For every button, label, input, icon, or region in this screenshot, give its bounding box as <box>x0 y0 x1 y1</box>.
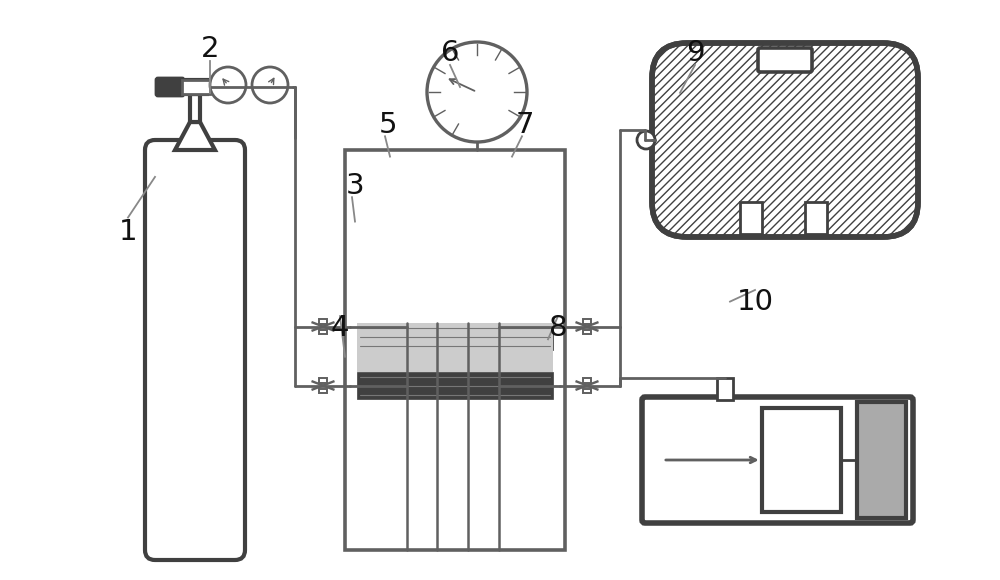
Bar <box>583 318 591 324</box>
Bar <box>319 318 327 324</box>
Bar <box>357 350 553 372</box>
Bar <box>357 372 553 399</box>
Bar <box>345 150 565 550</box>
Circle shape <box>210 67 246 103</box>
Bar <box>583 329 591 335</box>
Text: 7: 7 <box>516 111 534 139</box>
Bar <box>319 329 327 335</box>
Text: 4: 4 <box>331 314 349 342</box>
FancyBboxPatch shape <box>156 78 184 96</box>
Bar <box>716 378 732 400</box>
Text: 10: 10 <box>736 288 774 316</box>
Bar <box>583 378 591 382</box>
Bar <box>357 323 553 350</box>
Text: 5: 5 <box>379 111 397 139</box>
Bar <box>805 202 827 234</box>
Bar <box>357 323 553 350</box>
Circle shape <box>252 67 288 103</box>
Circle shape <box>427 42 527 142</box>
Text: 2: 2 <box>201 35 219 63</box>
FancyBboxPatch shape <box>642 397 913 523</box>
Bar <box>583 389 591 393</box>
Text: 3: 3 <box>346 172 364 200</box>
Bar <box>183 80 207 94</box>
Bar <box>182 80 210 94</box>
Text: 1: 1 <box>119 218 137 246</box>
Text: 6: 6 <box>441 39 459 67</box>
Bar <box>762 408 841 512</box>
Bar <box>740 202 762 234</box>
FancyBboxPatch shape <box>145 140 245 560</box>
FancyBboxPatch shape <box>652 43 918 237</box>
Text: 9: 9 <box>686 39 704 67</box>
Text: 8: 8 <box>549 314 567 342</box>
Bar <box>319 378 327 382</box>
FancyBboxPatch shape <box>758 48 812 72</box>
Bar <box>857 402 906 518</box>
Polygon shape <box>175 122 215 150</box>
Circle shape <box>637 131 655 149</box>
Bar <box>319 389 327 393</box>
Bar <box>190 94 200 122</box>
